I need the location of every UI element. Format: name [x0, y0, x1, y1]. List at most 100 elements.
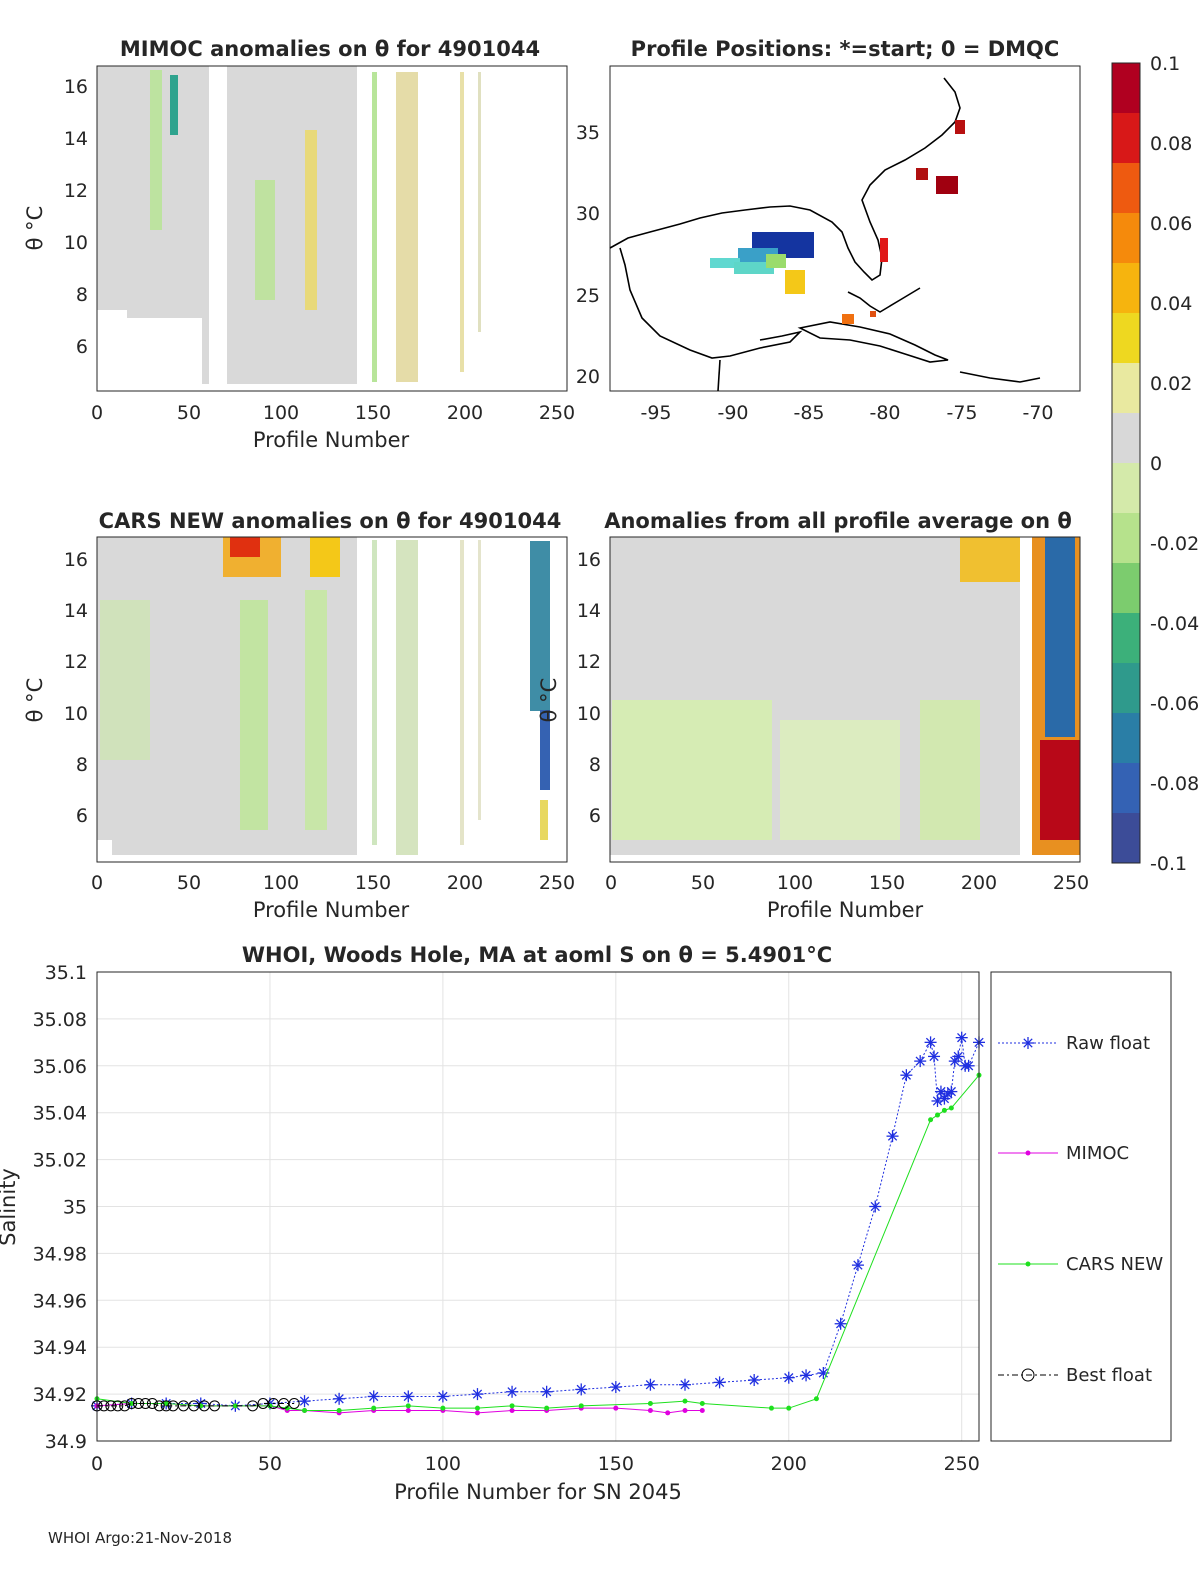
legend-entries: Raw float MIMOC CARS NEW Best float	[998, 1033, 1163, 1386]
x-tick-label: -90	[717, 402, 748, 424]
y-tick-label: 10	[577, 703, 601, 725]
data-point	[665, 1410, 671, 1416]
y-tick-label: 8	[76, 754, 88, 776]
data-point	[544, 1405, 550, 1411]
x-tick-label: -80	[869, 402, 900, 424]
data-point	[247, 1400, 259, 1412]
legend-label: Best float	[1066, 1365, 1152, 1386]
y-tick-label: 12	[577, 651, 601, 673]
cars-axes	[96, 536, 568, 863]
data-point	[768, 1405, 774, 1411]
data-point	[886, 1130, 899, 1143]
y-tick-label: 6	[589, 805, 601, 827]
data-point	[436, 1390, 449, 1403]
data-point	[928, 1117, 934, 1123]
legend-label: Raw float	[1066, 1033, 1150, 1054]
x-tick-label: -85	[793, 402, 824, 424]
y-tick-label: 34.96	[33, 1290, 87, 1312]
colorbar-block	[1112, 313, 1140, 364]
y-tick-label: 16	[577, 549, 601, 571]
data-point	[298, 1395, 311, 1408]
mimoc-axes	[96, 65, 568, 392]
y-tick-label: 14	[577, 600, 601, 622]
y-tick-label: 16	[64, 76, 88, 98]
data-point	[786, 1405, 792, 1411]
data-point	[126, 1397, 138, 1409]
x-tick-label: 0	[91, 872, 103, 894]
x-tick-label: -70	[1022, 402, 1053, 424]
data-point	[105, 1400, 117, 1412]
y-tick-label: 34.9	[45, 1431, 87, 1453]
colorbar-tick-label: -0.08	[1150, 773, 1199, 795]
legend-entry: Raw float	[998, 1033, 1150, 1054]
y-tick-label: 10	[64, 232, 88, 254]
avg-title: Anomalies from all profile average on θ	[604, 509, 1072, 533]
y-tick-label: 35	[576, 122, 600, 144]
data-point	[160, 1400, 172, 1412]
data-point	[948, 1105, 954, 1111]
data-point	[834, 1317, 847, 1330]
cars-xlabel: Profile Number	[253, 898, 410, 922]
x-tick-label: 150	[355, 402, 391, 424]
colorbar-block	[1112, 63, 1140, 114]
data-point	[474, 1405, 480, 1411]
x-tick-label: 150	[869, 872, 905, 894]
positions-axes	[609, 65, 1081, 392]
y-tick-label: 8	[589, 754, 601, 776]
mimoc-x-ticks: 0 50 100 150 200 250	[91, 402, 575, 424]
x-tick-label: 200	[961, 872, 997, 894]
data-point	[748, 1374, 761, 1387]
float-positions	[710, 120, 965, 324]
legend-entry: CARS NEW	[998, 1254, 1163, 1275]
data-point	[644, 1378, 657, 1391]
data-point	[782, 1371, 795, 1384]
avg-axes	[609, 536, 1081, 863]
x-tick-label: 100	[263, 872, 299, 894]
colorbar-tick-label: 0	[1150, 453, 1162, 475]
data-point	[647, 1408, 653, 1414]
data-point	[119, 1400, 131, 1412]
y-tick-label: 35.02	[33, 1150, 87, 1172]
x-tick-label: 0	[91, 402, 103, 424]
data-point	[934, 1112, 940, 1118]
salinity-x-ticks: 0 50 100 150 200 250	[91, 1453, 980, 1475]
data-point	[869, 1200, 882, 1213]
series-line	[96, 1074, 980, 1412]
positions-panel: Profile Positions: *=start; 0 = DMQC -	[576, 37, 1081, 424]
data-point	[945, 1085, 958, 1098]
colorbar-tick-label: -0.04	[1150, 613, 1199, 635]
y-tick-label: 34.98	[33, 1243, 87, 1265]
data-point	[928, 1050, 941, 1063]
colorbar-block	[1112, 813, 1140, 864]
x-tick-label: -95	[640, 402, 671, 424]
data-point	[129, 1400, 135, 1406]
data-point	[699, 1400, 705, 1406]
colorbar-ticks: 0.1 0.08 0.06 0.04 0.02 0 -0.02 -0.04 -0…	[1150, 53, 1199, 875]
cars-y-ticks: 6 8 10 12 14 16	[64, 549, 88, 827]
legend-marker	[1022, 1037, 1034, 1049]
y-tick-label: 20	[576, 366, 600, 388]
legend-marker	[1025, 1261, 1031, 1267]
salinity-axes	[96, 971, 980, 1442]
data-point	[900, 1069, 913, 1082]
salinity-y-ticks: 34.9 34.92 34.94 34.96 34.98 35 35.02 35.04 35.0…	[33, 962, 87, 1453]
positions-x-ticks: -95 -90 -85 -80 -75 -70	[640, 402, 1053, 424]
y-tick-label: 12	[64, 180, 88, 202]
x-tick-label: -75	[946, 402, 977, 424]
data-point	[962, 1059, 975, 1072]
x-tick-label: 50	[691, 872, 715, 894]
data-point	[405, 1408, 411, 1414]
x-tick-label: 100	[425, 1453, 461, 1475]
data-point	[440, 1405, 446, 1411]
mimoc-ylabel: θ °C	[23, 206, 47, 251]
legend-label: CARS NEW	[1066, 1254, 1163, 1275]
x-tick-label: 200	[447, 872, 483, 894]
colorbar-block	[1112, 113, 1140, 164]
cars-x-ticks: 0 50 100 150 200 250	[91, 872, 575, 894]
x-tick-label: 250	[539, 402, 575, 424]
y-tick-label: 25	[576, 285, 600, 307]
y-tick-label: 14	[64, 600, 88, 622]
coastline	[609, 77, 1041, 392]
data-point	[302, 1408, 308, 1414]
